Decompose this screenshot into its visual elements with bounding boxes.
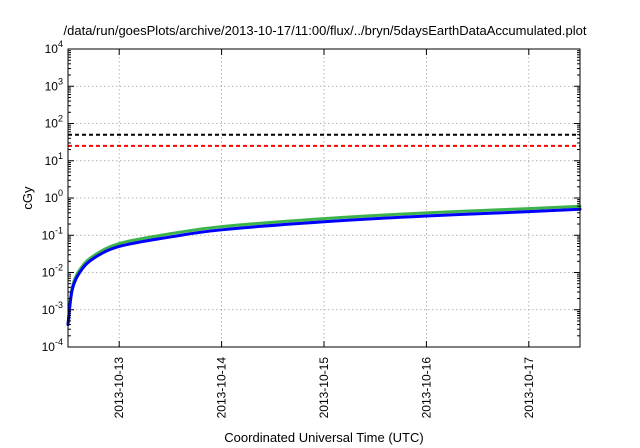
series-line: [66, 207, 582, 327]
x-tick-label: 2013-10-13: [112, 357, 126, 419]
y-tick-label: 101: [45, 151, 63, 168]
y-tick-label: 10-3: [42, 300, 63, 317]
y-tick-label: 10-4: [42, 337, 63, 354]
y-tick-label: 104: [45, 39, 63, 56]
y-tick-label: 10-1: [42, 225, 63, 242]
y-tick-label: 10-2: [42, 263, 63, 280]
x-tick-label: 2013-10-15: [317, 357, 331, 419]
y-axis-label: cGy: [20, 186, 35, 210]
y-tick-label: 103: [45, 76, 63, 93]
x-axis-label: Coordinated Universal Time (UTC): [224, 430, 423, 445]
series-group: [66, 204, 582, 327]
x-tick-label: 2013-10-16: [419, 357, 433, 419]
x-tick-label: 2013-10-14: [215, 357, 229, 419]
y-tick-label: 100: [45, 188, 63, 205]
series-line: [66, 204, 582, 327]
reference-lines: [68, 133, 580, 147]
chart-title: /data/run/goesPlots/archive/2013-10-17/1…: [64, 23, 587, 38]
x-axis: 2013-10-13 2013-10-14 2013-10-15 2013-10-16…: [112, 49, 536, 418]
x-tick-label: 2013-10-17: [522, 357, 536, 419]
y-axis: 10-4 10-3 10-2 10-1 100 101 102 103 104: [42, 39, 580, 354]
y-tick-label: 102: [45, 114, 63, 131]
grid: [68, 49, 580, 347]
